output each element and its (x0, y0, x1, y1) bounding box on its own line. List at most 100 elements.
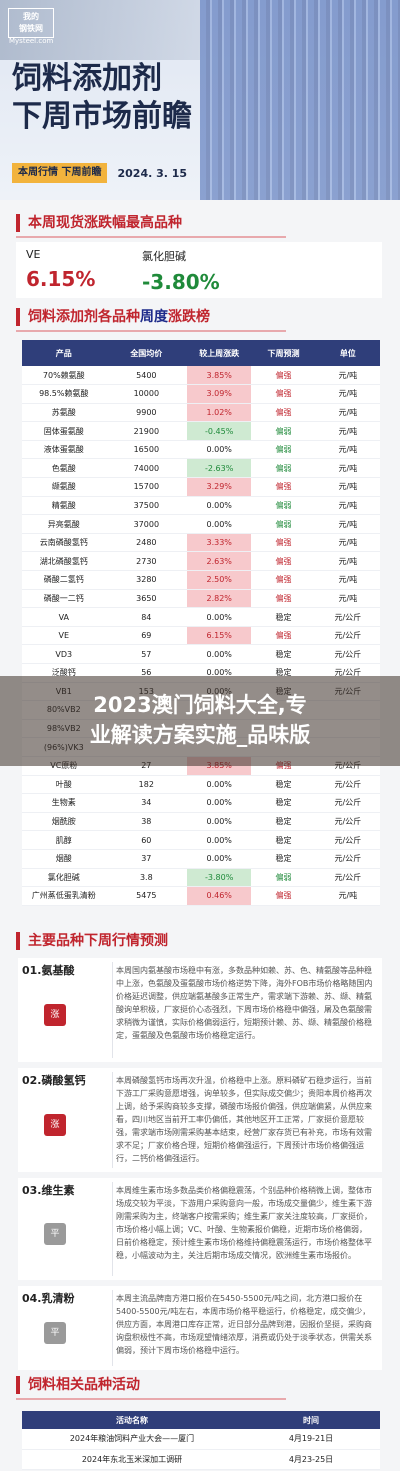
next-week-forecast: 稳定 (251, 812, 316, 832)
weekly-change: 2.63% (187, 551, 252, 572)
banner-line-1: 2023澳门饲料大全,专 (93, 693, 307, 717)
card-divider (112, 962, 113, 1058)
section-underline (16, 1398, 286, 1400)
table-row: 湖北磷酸氢钙 2730 2.63% 偏强 元/吨 (22, 551, 380, 572)
forecast-text: 本周维生素市场多数品类价格偏稳震荡，个别品种价格稍微上调，整体市场成交较为平淡，… (116, 1186, 372, 1260)
next-week-forecast: 偏强 (251, 570, 316, 590)
next-week-forecast: 偏强 (251, 551, 316, 572)
table-row: 异亮氨酸 37000 0.00% 偏弱 元/吨 (22, 514, 380, 534)
section-title-activities: 饲料相关品种活动 (16, 1376, 140, 1394)
next-week-forecast: 偏强 (251, 366, 316, 386)
forecast-card: 02.磷酸氢钙涨 本周磷酸氢钙市场再次升温，价格稳中上涨。原料磷矿石稳步运行，当前… (18, 1068, 382, 1172)
unit: 元/公斤 (315, 607, 380, 627)
next-week-forecast: 偏强 (251, 533, 316, 553)
product-name: 叶酸 (22, 775, 106, 795)
activity-name: 2024年粮油饲料产业大会——厦门 (22, 1429, 242, 1450)
weekly-change: 3.09% (187, 384, 252, 404)
hero-meta: 本周行情 下周前瞻 2024. 3. 15 (12, 163, 187, 183)
hero-header: 我的 钢铁网 Mysteel.com 饲料添加剂 下周市场前瞻 本周行情 下周前… (0, 0, 400, 200)
unit: 元/公斤 (315, 644, 380, 664)
weekly-change: 2.82% (187, 589, 252, 609)
table-row: 2024年东北玉米深加工调研 4月23-25日 (22, 1449, 380, 1470)
table-row: 磷酸一二钙 3650 2.82% 偏强 元/吨 (22, 589, 380, 609)
mysteel-logo: 我的 钢铁网 Mysteel.com (8, 8, 54, 45)
unit: 元/吨 (315, 384, 380, 404)
top-mover-name: 氯化胆碱 (142, 250, 186, 263)
trend-badge: 平 (44, 1322, 66, 1344)
next-week-forecast: 稳定 (251, 793, 316, 813)
card-divider (112, 1290, 113, 1366)
unit: 元/公斤 (315, 812, 380, 832)
publish-date: 2024. 3. 15 (117, 166, 188, 180)
table-row: 肌醇 60 0.00% 稳定 元/公斤 (22, 830, 380, 850)
trend-badge: 涨 (44, 1004, 66, 1026)
unit: 元/吨 (315, 570, 380, 590)
unit: 元/公斤 (315, 830, 380, 850)
table-row: VE 69 6.15% 偏强 元/公斤 (22, 626, 380, 646)
product-name: 70%赖氨酸 (22, 366, 106, 386)
unit: 元/吨 (315, 886, 380, 906)
activities-table: 活动名称 时间 2024年粮油饲料产业大会——厦门 4月19-21日 2024年… (22, 1411, 380, 1470)
weekly-change: 2.50% (187, 570, 252, 590)
title-suffix: 涨跌榜 (168, 309, 210, 325)
forecast-card: 01.氨基酸涨 本周国内氨基酸市场稳中有涨，多数品种如赖、苏、色、精氨酸等品种稳中… (18, 958, 382, 1062)
table-header-row: 产品 全国均价 较上周涨跌 下周预测 单位 (22, 340, 380, 366)
top-movers-box: VE 6.15% 氯化胆碱 -3.80% (16, 242, 382, 298)
unit: 元/公斤 (315, 775, 380, 795)
activity-time: 4月19-21日 (242, 1429, 380, 1450)
product-name: 云南磷酸氢钙 (22, 533, 106, 553)
hero-tag: 本周行情 下周前瞻 (12, 163, 108, 183)
col-header-activity: 活动名称 (22, 1411, 242, 1429)
title-line-1: 饲料添加剂 (12, 61, 162, 96)
unit: 元/吨 (315, 589, 380, 609)
title-prefix: 饲料添加剂各品种 (28, 309, 140, 325)
unit: 元/公斤 (315, 626, 380, 646)
product-name: 固体蛋氨酸 (22, 421, 106, 441)
top-mover-value: 6.15% (26, 267, 96, 291)
weekly-change: 0.00% (187, 607, 252, 627)
next-week-forecast: 偏弱 (251, 514, 316, 534)
avg-price: 3280 (105, 570, 188, 590)
weekly-change: -2.63% (187, 458, 252, 479)
activity-name: 2024年东北玉米深加工调研 (22, 1449, 242, 1470)
weekly-change: -3.80% (187, 868, 252, 888)
table-row: 苏氨酸 9900 1.02% 偏强 元/吨 (22, 403, 380, 423)
unit: 元/吨 (315, 421, 380, 441)
section-title-top-movers: 本周现货涨跌幅最高品种 (16, 214, 182, 232)
title-highlight: 周度 (140, 309, 168, 325)
weekly-change: 0.00% (187, 775, 252, 795)
next-week-forecast: 偏弱 (251, 868, 316, 888)
top-mover-value: -3.80% (142, 270, 220, 294)
table-row: 云南磷酸氢钙 2480 3.33% 偏强 元/吨 (22, 533, 380, 553)
avg-price: 182 (105, 775, 188, 795)
table-row: 液体蛋氨酸 16500 0.00% 偏弱 元/吨 (22, 440, 380, 460)
forecast-heading: 01.氨基酸 (22, 964, 75, 977)
weekly-change: 3.29% (187, 477, 252, 497)
col-header-price: 全国均价 (105, 340, 188, 366)
table-row: 烟酰胺 38 0.00% 稳定 元/公斤 (22, 812, 380, 832)
avg-price: 37500 (105, 496, 188, 516)
table-row: 缬氨酸 15700 3.29% 偏强 元/吨 (22, 477, 380, 497)
page-title: 饲料添加剂 下周市场前瞻 (12, 60, 252, 136)
avg-price: 16500 (105, 440, 188, 460)
avg-price: 37 (105, 849, 188, 869)
forecast-card: 03.维生素平 本周维生素市场多数品类价格偏稳震荡，个别品种价格稍微上调，整体市场… (18, 1178, 382, 1280)
next-week-forecast: 稳定 (251, 849, 316, 869)
logo-text-1: 我的 (23, 12, 39, 21)
product-name: 生物素 (22, 793, 106, 813)
product-name: 湖北磷酸氢钙 (22, 551, 106, 572)
avg-price: 37000 (105, 514, 188, 534)
unit: 元/吨 (315, 458, 380, 479)
avg-price: 3650 (105, 589, 188, 609)
next-week-forecast: 偏强 (251, 626, 316, 646)
unit: 元/吨 (315, 533, 380, 553)
weekly-change: 3.33% (187, 533, 252, 553)
table-row: 生物素 34 0.00% 稳定 元/公斤 (22, 793, 380, 813)
product-name: 98.5%赖氨酸 (22, 384, 106, 404)
forecast-text: 本周国内氨基酸市场稳中有涨，多数品种如赖、苏、色、精氨酸等品种稳中上涨，色氨酸及… (116, 966, 373, 1040)
weekly-change: 0.00% (187, 793, 252, 813)
banner-line-2: 业解读方案实施_品味版 (89, 723, 311, 747)
weekly-change: 0.46% (187, 886, 252, 906)
section-underline (16, 236, 286, 238)
logo-text-3: Mysteel.com (9, 37, 54, 45)
